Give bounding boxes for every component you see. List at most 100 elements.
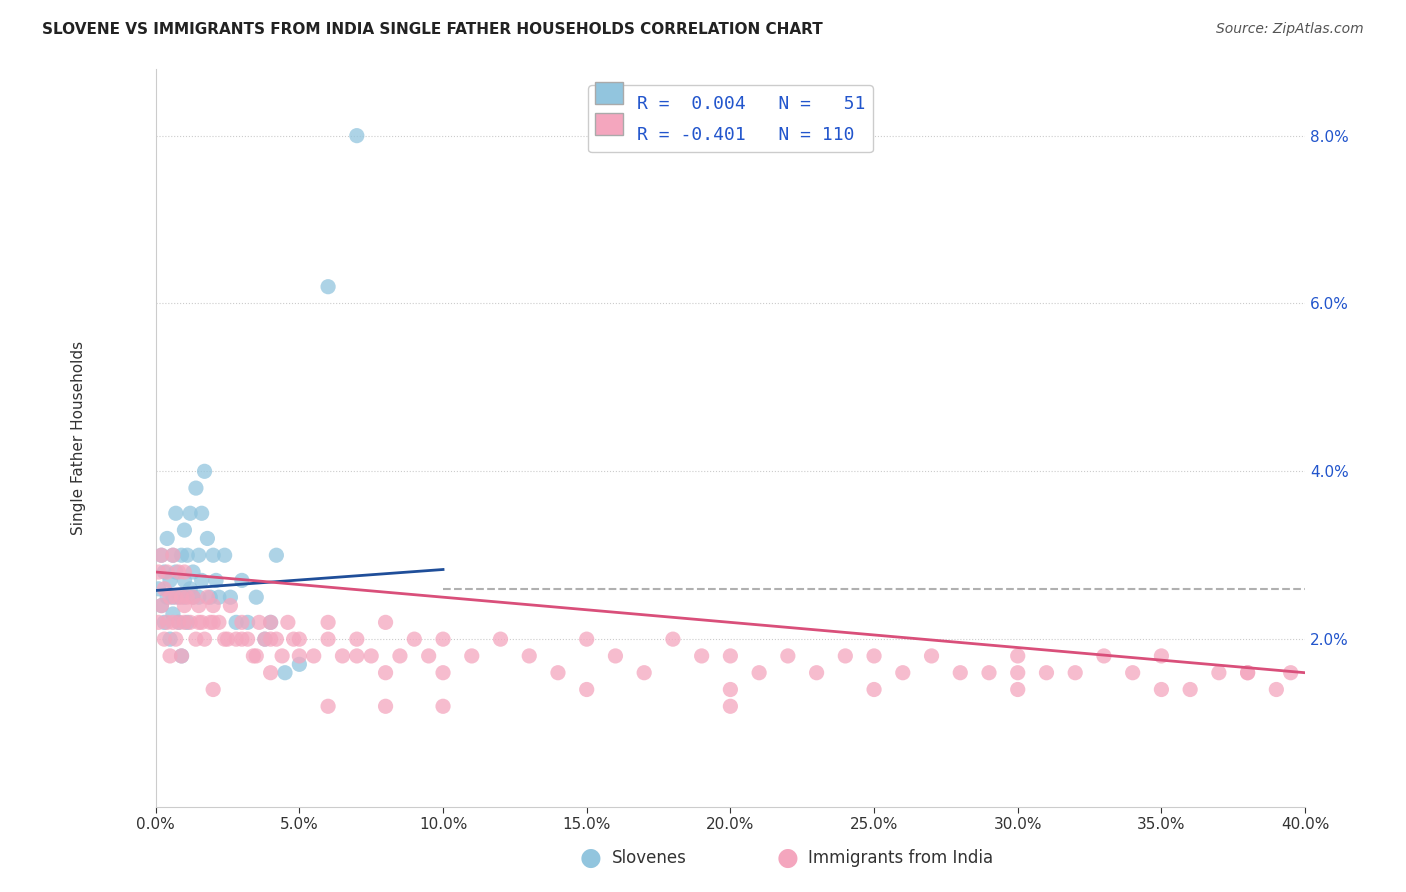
Point bbox=[977, 665, 1000, 680]
Point bbox=[170, 648, 193, 663]
Point bbox=[316, 632, 339, 647]
Point bbox=[316, 615, 339, 630]
Point bbox=[202, 682, 225, 697]
Y-axis label: Single Father Households: Single Father Households bbox=[72, 341, 86, 535]
Text: Source: ZipAtlas.com: Source: ZipAtlas.com bbox=[1216, 22, 1364, 37]
Point bbox=[167, 565, 190, 579]
Point bbox=[167, 615, 190, 630]
Point bbox=[1007, 665, 1029, 680]
Point bbox=[517, 648, 540, 663]
Point bbox=[1092, 648, 1115, 663]
Point bbox=[165, 565, 187, 579]
Point bbox=[162, 590, 184, 604]
Point bbox=[173, 574, 195, 588]
Point bbox=[156, 532, 179, 546]
Point bbox=[190, 506, 212, 520]
Point bbox=[184, 632, 207, 647]
Point bbox=[259, 615, 281, 630]
Point bbox=[187, 599, 209, 613]
Point bbox=[374, 699, 396, 714]
Point bbox=[1178, 682, 1201, 697]
Point bbox=[1150, 648, 1173, 663]
Point bbox=[214, 632, 236, 647]
Point bbox=[288, 648, 311, 663]
Point bbox=[202, 615, 225, 630]
Point bbox=[150, 599, 173, 613]
Point bbox=[690, 648, 713, 663]
Point bbox=[302, 648, 325, 663]
Point bbox=[217, 632, 239, 647]
Point bbox=[170, 548, 193, 562]
Point bbox=[197, 532, 219, 546]
Point bbox=[718, 648, 741, 663]
Point bbox=[247, 615, 270, 630]
Point bbox=[176, 615, 198, 630]
Point bbox=[547, 665, 569, 680]
Point bbox=[176, 548, 198, 562]
Point bbox=[173, 599, 195, 613]
Point bbox=[1122, 665, 1144, 680]
Point bbox=[170, 648, 193, 663]
Point bbox=[148, 565, 170, 579]
Point bbox=[231, 574, 253, 588]
Point bbox=[316, 699, 339, 714]
Point bbox=[245, 590, 267, 604]
Point bbox=[1236, 665, 1258, 680]
Point bbox=[748, 665, 770, 680]
Point bbox=[156, 615, 179, 630]
Point bbox=[1208, 665, 1230, 680]
Point bbox=[718, 699, 741, 714]
Point bbox=[159, 648, 181, 663]
Point bbox=[208, 590, 231, 604]
Text: SLOVENE VS IMMIGRANTS FROM INDIA SINGLE FATHER HOUSEHOLDS CORRELATION CHART: SLOVENE VS IMMIGRANTS FROM INDIA SINGLE … bbox=[42, 22, 823, 37]
Point bbox=[418, 648, 440, 663]
Point bbox=[202, 599, 225, 613]
Point bbox=[148, 582, 170, 596]
Point bbox=[253, 632, 276, 647]
Point bbox=[432, 665, 454, 680]
Point bbox=[283, 632, 305, 647]
Point bbox=[159, 590, 181, 604]
Point bbox=[153, 632, 176, 647]
Point bbox=[242, 648, 264, 663]
Point bbox=[148, 615, 170, 630]
Point bbox=[1035, 665, 1057, 680]
Point bbox=[173, 565, 195, 579]
Point bbox=[1279, 665, 1302, 680]
Point bbox=[181, 590, 204, 604]
Point bbox=[200, 615, 222, 630]
Point bbox=[159, 632, 181, 647]
Point bbox=[1236, 665, 1258, 680]
Point bbox=[190, 574, 212, 588]
Point bbox=[225, 632, 247, 647]
Point bbox=[165, 590, 187, 604]
Point bbox=[179, 582, 201, 596]
Point bbox=[277, 615, 299, 630]
Point bbox=[461, 648, 484, 663]
Point bbox=[605, 648, 627, 663]
Point bbox=[575, 632, 598, 647]
Point bbox=[806, 665, 828, 680]
Point bbox=[173, 615, 195, 630]
Point bbox=[236, 632, 259, 647]
Point bbox=[190, 615, 212, 630]
Point bbox=[288, 657, 311, 672]
Point bbox=[176, 590, 198, 604]
Point bbox=[332, 648, 354, 663]
Point bbox=[167, 590, 190, 604]
Point bbox=[718, 682, 741, 697]
Point bbox=[179, 506, 201, 520]
Point bbox=[225, 615, 247, 630]
Point bbox=[374, 615, 396, 630]
Point bbox=[162, 607, 184, 621]
Text: Immigrants from India: Immigrants from India bbox=[808, 849, 994, 867]
Point bbox=[219, 590, 242, 604]
Point bbox=[236, 615, 259, 630]
Point bbox=[162, 548, 184, 562]
Point bbox=[187, 615, 209, 630]
Point bbox=[1007, 682, 1029, 697]
Point bbox=[193, 464, 215, 478]
Point bbox=[259, 665, 281, 680]
Point bbox=[575, 682, 598, 697]
Point bbox=[150, 599, 173, 613]
